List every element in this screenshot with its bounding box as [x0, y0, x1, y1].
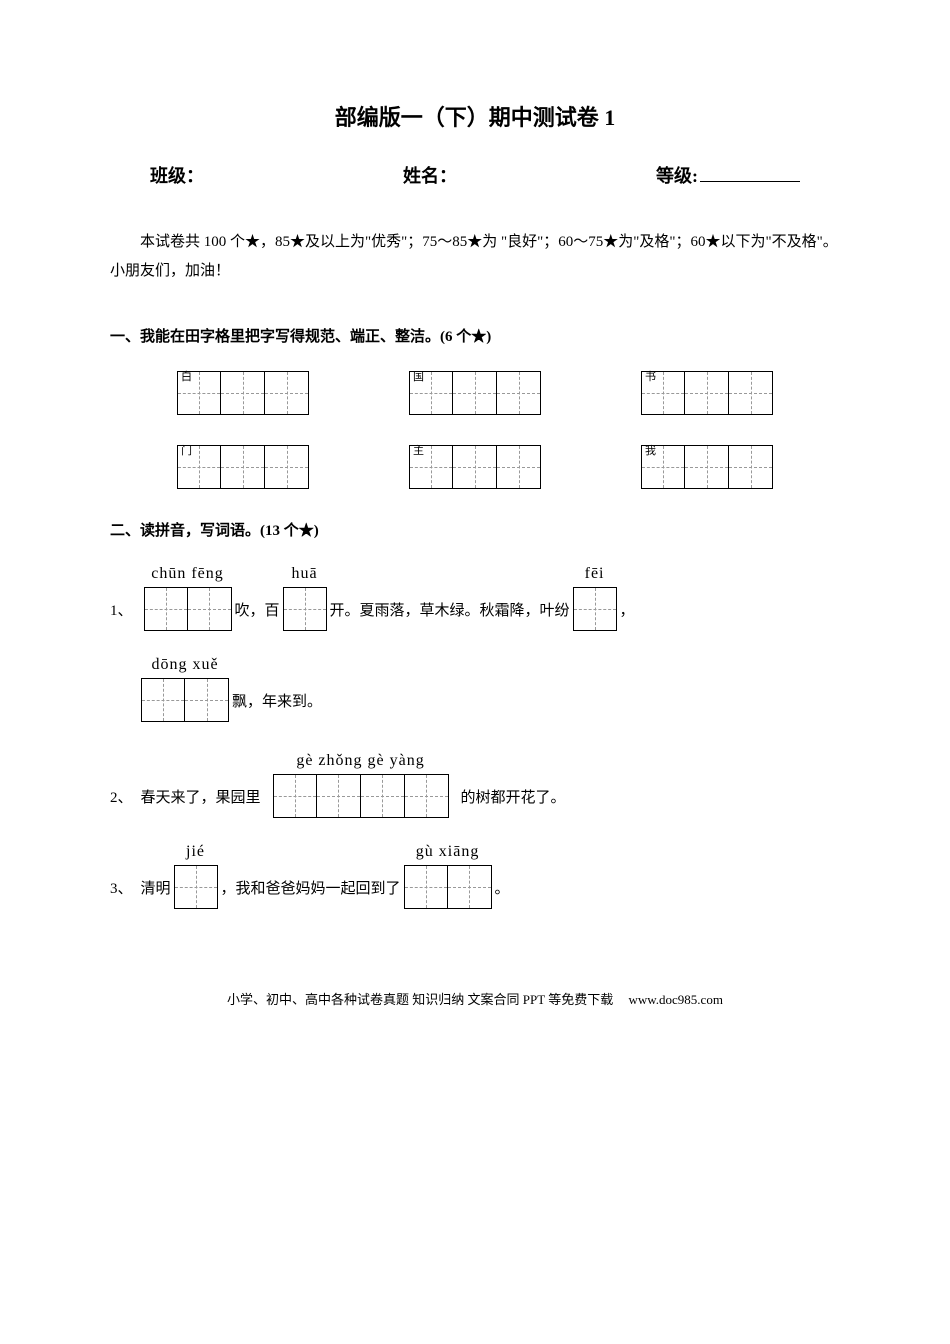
pinyin-box: chūn fēng	[144, 565, 232, 631]
tian-cell	[729, 445, 773, 489]
tian-cell	[141, 678, 185, 722]
tian-box: 书	[641, 371, 773, 415]
pinyin-text: dōng xuě	[151, 656, 218, 678]
q3-line: 3、 清明 jié ，我和爸爸妈妈一起回到了 gù xiāng 。	[110, 843, 840, 909]
tian-cell	[265, 371, 309, 415]
tian-cell	[497, 445, 541, 489]
pinyin-text: gù xiāng	[416, 843, 480, 865]
tian-cell	[573, 587, 617, 631]
tian-cell	[265, 445, 309, 489]
q1-line2: dōng xuě 飘，年来到。	[138, 656, 840, 722]
tian-cell: 书	[641, 371, 685, 415]
q2-num: 2、	[110, 786, 133, 807]
tian-cell	[185, 678, 229, 722]
pinyin-box: gù xiāng	[404, 843, 492, 909]
tian-grid-section: 白 国 书 门 主 我	[110, 371, 840, 489]
pinyin-text: gè zhǒng gè yàng	[296, 752, 424, 774]
tian-cell	[497, 371, 541, 415]
tian-box: 我	[641, 445, 773, 489]
header-row: 班级： 姓名： 等级:	[110, 162, 840, 188]
pinyin-text: chūn fēng	[151, 565, 224, 587]
tian-char: 国	[412, 372, 425, 383]
intro-text: 本试卷共 100 个★，85★及以上为"优秀"；75～85★为 "良好"；60～…	[110, 228, 840, 285]
q1-line1: 1、 chūn fēng 吹，百 huā 开。夏雨落，草木绿。秋霜降，叶纷 fē…	[110, 565, 840, 631]
q3-num: 3、	[110, 877, 133, 898]
tian-cell	[273, 774, 317, 818]
class-label: 班级：	[150, 162, 204, 188]
q1-text: 吹，百	[235, 599, 280, 620]
tian-char: 主	[412, 446, 425, 457]
tian-cell	[448, 865, 492, 909]
pinyin-box: fēi	[573, 565, 617, 631]
q1-text: ，	[620, 599, 635, 620]
tian-cell	[188, 587, 232, 631]
pinyin-box: dōng xuě	[141, 656, 229, 722]
tian-cell	[453, 371, 497, 415]
tian-cell: 主	[409, 445, 453, 489]
tian-cell	[317, 774, 361, 818]
q2-text: 的树都开花了。	[461, 786, 566, 807]
section2-title: 二、读拼音，写词语。(13 个★)	[110, 519, 840, 540]
q2-line: 2、 春天来了，果园里 gè zhǒng gè yàng 的树都开花了。	[110, 752, 840, 818]
tian-box: 白	[177, 371, 309, 415]
pinyin-box: huā	[283, 565, 327, 631]
tian-box: 国	[409, 371, 541, 415]
tian-box: 门	[177, 445, 309, 489]
page-title: 部编版一（下）期中测试卷 1	[110, 100, 840, 132]
pinyin-text: jié	[186, 843, 205, 865]
footer-text: 小学、初中、高中各种试卷真题 知识归纳 文案合同 PPT 等免费下载	[227, 992, 613, 1007]
tian-cell	[453, 445, 497, 489]
q1-text: 开。夏雨落，草木绿。秋霜降，叶纷	[330, 599, 570, 620]
pinyin-text: fēi	[585, 565, 605, 587]
footer: 小学、初中、高中各种试卷真题 知识归纳 文案合同 PPT 等免费下载 www.d…	[110, 989, 840, 1008]
name-label: 姓名：	[403, 162, 457, 188]
tian-cell	[729, 371, 773, 415]
pinyin-box: gè zhǒng gè yàng	[273, 752, 449, 818]
tian-cell	[221, 445, 265, 489]
tian-char: 白	[180, 372, 193, 383]
tian-cell	[361, 774, 405, 818]
tian-cell	[685, 371, 729, 415]
tian-cell	[174, 865, 218, 909]
tian-box: 主	[409, 445, 541, 489]
tian-cell	[144, 587, 188, 631]
pinyin-text: huā	[291, 565, 317, 587]
grade-label: 等级:	[656, 162, 800, 188]
tian-cell: 我	[641, 445, 685, 489]
q1-text: 飘，年来到。	[232, 690, 322, 711]
tian-cell	[404, 865, 448, 909]
tian-cell	[283, 587, 327, 631]
tian-cell: 门	[177, 445, 221, 489]
q3-text: 清明	[141, 877, 171, 898]
section1-title: 一、我能在田字格里把字写得规范、端正、整洁。(6 个★)	[110, 325, 840, 346]
tian-cell: 白	[177, 371, 221, 415]
tian-row: 白 国 书	[110, 371, 840, 415]
q1-num: 1、	[110, 599, 133, 620]
tian-char: 书	[644, 372, 657, 383]
footer-url: www.doc985.com	[628, 992, 722, 1007]
q3-text: ，我和爸爸妈妈一起回到了	[221, 877, 401, 898]
q3-text: 。	[495, 877, 510, 898]
pinyin-box: jié	[174, 843, 218, 909]
tian-char: 我	[644, 446, 657, 457]
tian-cell	[221, 371, 265, 415]
tian-char: 门	[180, 446, 193, 457]
tian-cell: 国	[409, 371, 453, 415]
tian-row: 门 主 我	[110, 445, 840, 489]
tian-cell	[685, 445, 729, 489]
q2-text: 春天来了，果园里	[141, 786, 261, 807]
tian-cell	[405, 774, 449, 818]
